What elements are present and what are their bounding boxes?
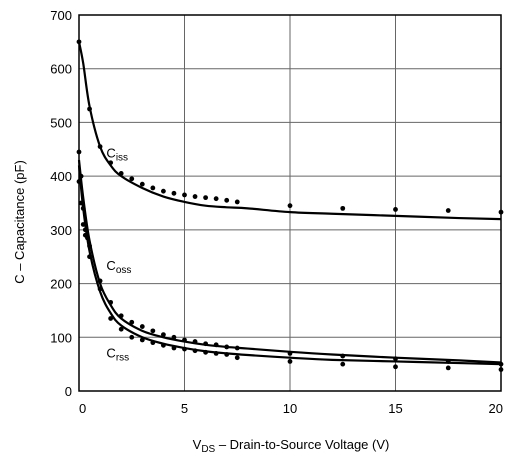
data-point-coss: [340, 353, 346, 359]
data-point-ciss: [224, 197, 230, 203]
grid: [79, 15, 501, 391]
data-point-coss: [82, 227, 88, 233]
data-point-crss: [161, 342, 166, 348]
data-point-coss: [118, 313, 124, 319]
data-point-ciss: [161, 188, 166, 194]
data-point-ciss: [340, 205, 346, 211]
x-tick-label: 5: [181, 401, 188, 416]
x-axis-label-text: – Drain-to-Source Voltage (V): [215, 437, 389, 452]
y-tick-label: 500: [50, 115, 72, 130]
data-point-coss: [171, 334, 177, 340]
data-point-coss: [97, 278, 103, 284]
x-axis-label-subscript: DS: [201, 444, 215, 455]
data-point-ciss: [393, 207, 398, 212]
y-tick-label: 700: [50, 8, 72, 23]
data-point-ciss: [139, 181, 145, 187]
data-point-ciss: [182, 192, 187, 198]
data-point-ciss: [87, 106, 92, 112]
data-point-ciss: [97, 144, 103, 150]
data-point-crss: [87, 254, 92, 260]
data-point-crss: [224, 352, 230, 357]
y-tick-label: 600: [50, 62, 72, 77]
data-point-crss: [203, 349, 209, 355]
y-axis-label: C – Capacitance (pF): [12, 160, 27, 284]
series-labels: Ciss Coss Crss: [106, 145, 131, 363]
data-point-crss: [97, 286, 103, 292]
data-point-crss: [139, 337, 145, 343]
data-point-coss: [150, 328, 156, 334]
data-point-ciss: [213, 196, 219, 202]
data-point-coss: [224, 344, 230, 350]
data-point-ciss: [192, 194, 198, 199]
y-tick-label: 0: [65, 384, 72, 399]
data-point-ciss: [234, 199, 240, 205]
data-point-coss: [203, 341, 209, 347]
data-point-coss: [182, 337, 187, 343]
data-point-crss: [213, 351, 219, 356]
data-point-ciss: [150, 185, 156, 191]
x-tick-label: 0: [79, 401, 86, 416]
x-axis-label: VDS – Drain-to-Source Voltage (V): [193, 437, 390, 455]
data-point-crss: [80, 222, 86, 227]
x-tick-label: 20: [489, 401, 503, 416]
data-point-crss: [393, 364, 398, 370]
data-point-coss: [87, 243, 92, 249]
data-point-crss: [192, 348, 198, 354]
series-label-crss: Crss: [106, 346, 129, 364]
series-label-ciss: Ciss: [106, 145, 128, 163]
data-point-crss: [340, 361, 346, 367]
data-point-crss: [234, 355, 240, 361]
data-point-coss: [78, 173, 84, 179]
series-points: [76, 39, 504, 372]
data-point-crss: [182, 346, 187, 352]
plot-frame: [78, 14, 502, 392]
data-point-ciss: [287, 203, 293, 209]
y-tick-label: 400: [50, 169, 72, 184]
x-tick-label: 15: [388, 401, 402, 416]
data-point-crss: [287, 359, 293, 364]
data-point-coss: [287, 351, 293, 356]
data-point-crss: [78, 200, 84, 206]
data-point-crss: [108, 316, 114, 321]
data-point-ciss: [108, 160, 114, 166]
data-point-coss: [129, 319, 135, 325]
data-point-coss: [192, 339, 198, 344]
y-tick-label: 100: [50, 330, 72, 345]
data-point-ciss: [171, 190, 177, 196]
data-point-coss: [161, 332, 166, 337]
data-point-crss: [171, 345, 177, 351]
data-point-crss: [445, 365, 451, 371]
data-point-coss: [213, 342, 219, 348]
data-point-coss: [445, 359, 451, 364]
data-point-coss: [80, 205, 86, 211]
x-axis-label-symbol: V: [193, 437, 202, 452]
data-point-coss: [234, 345, 240, 351]
y-tick-label: 200: [50, 277, 72, 292]
y-tick-label: 300: [50, 223, 72, 238]
data-point-ciss: [118, 171, 124, 176]
x-tick-label: 10: [283, 401, 297, 416]
data-point-coss: [108, 299, 114, 305]
data-point-ciss: [445, 208, 451, 213]
data-point-crss: [129, 334, 135, 340]
data-point-ciss: [129, 176, 135, 182]
data-point-crss: [118, 326, 124, 332]
data-point-coss: [139, 324, 145, 329]
series-label-coss: Coss: [106, 258, 131, 276]
data-point-crss: [82, 232, 88, 238]
data-point-coss: [393, 356, 398, 362]
data-point-crss: [150, 340, 156, 346]
series-line-ciss: [77, 41, 502, 221]
data-point-ciss: [203, 195, 209, 201]
